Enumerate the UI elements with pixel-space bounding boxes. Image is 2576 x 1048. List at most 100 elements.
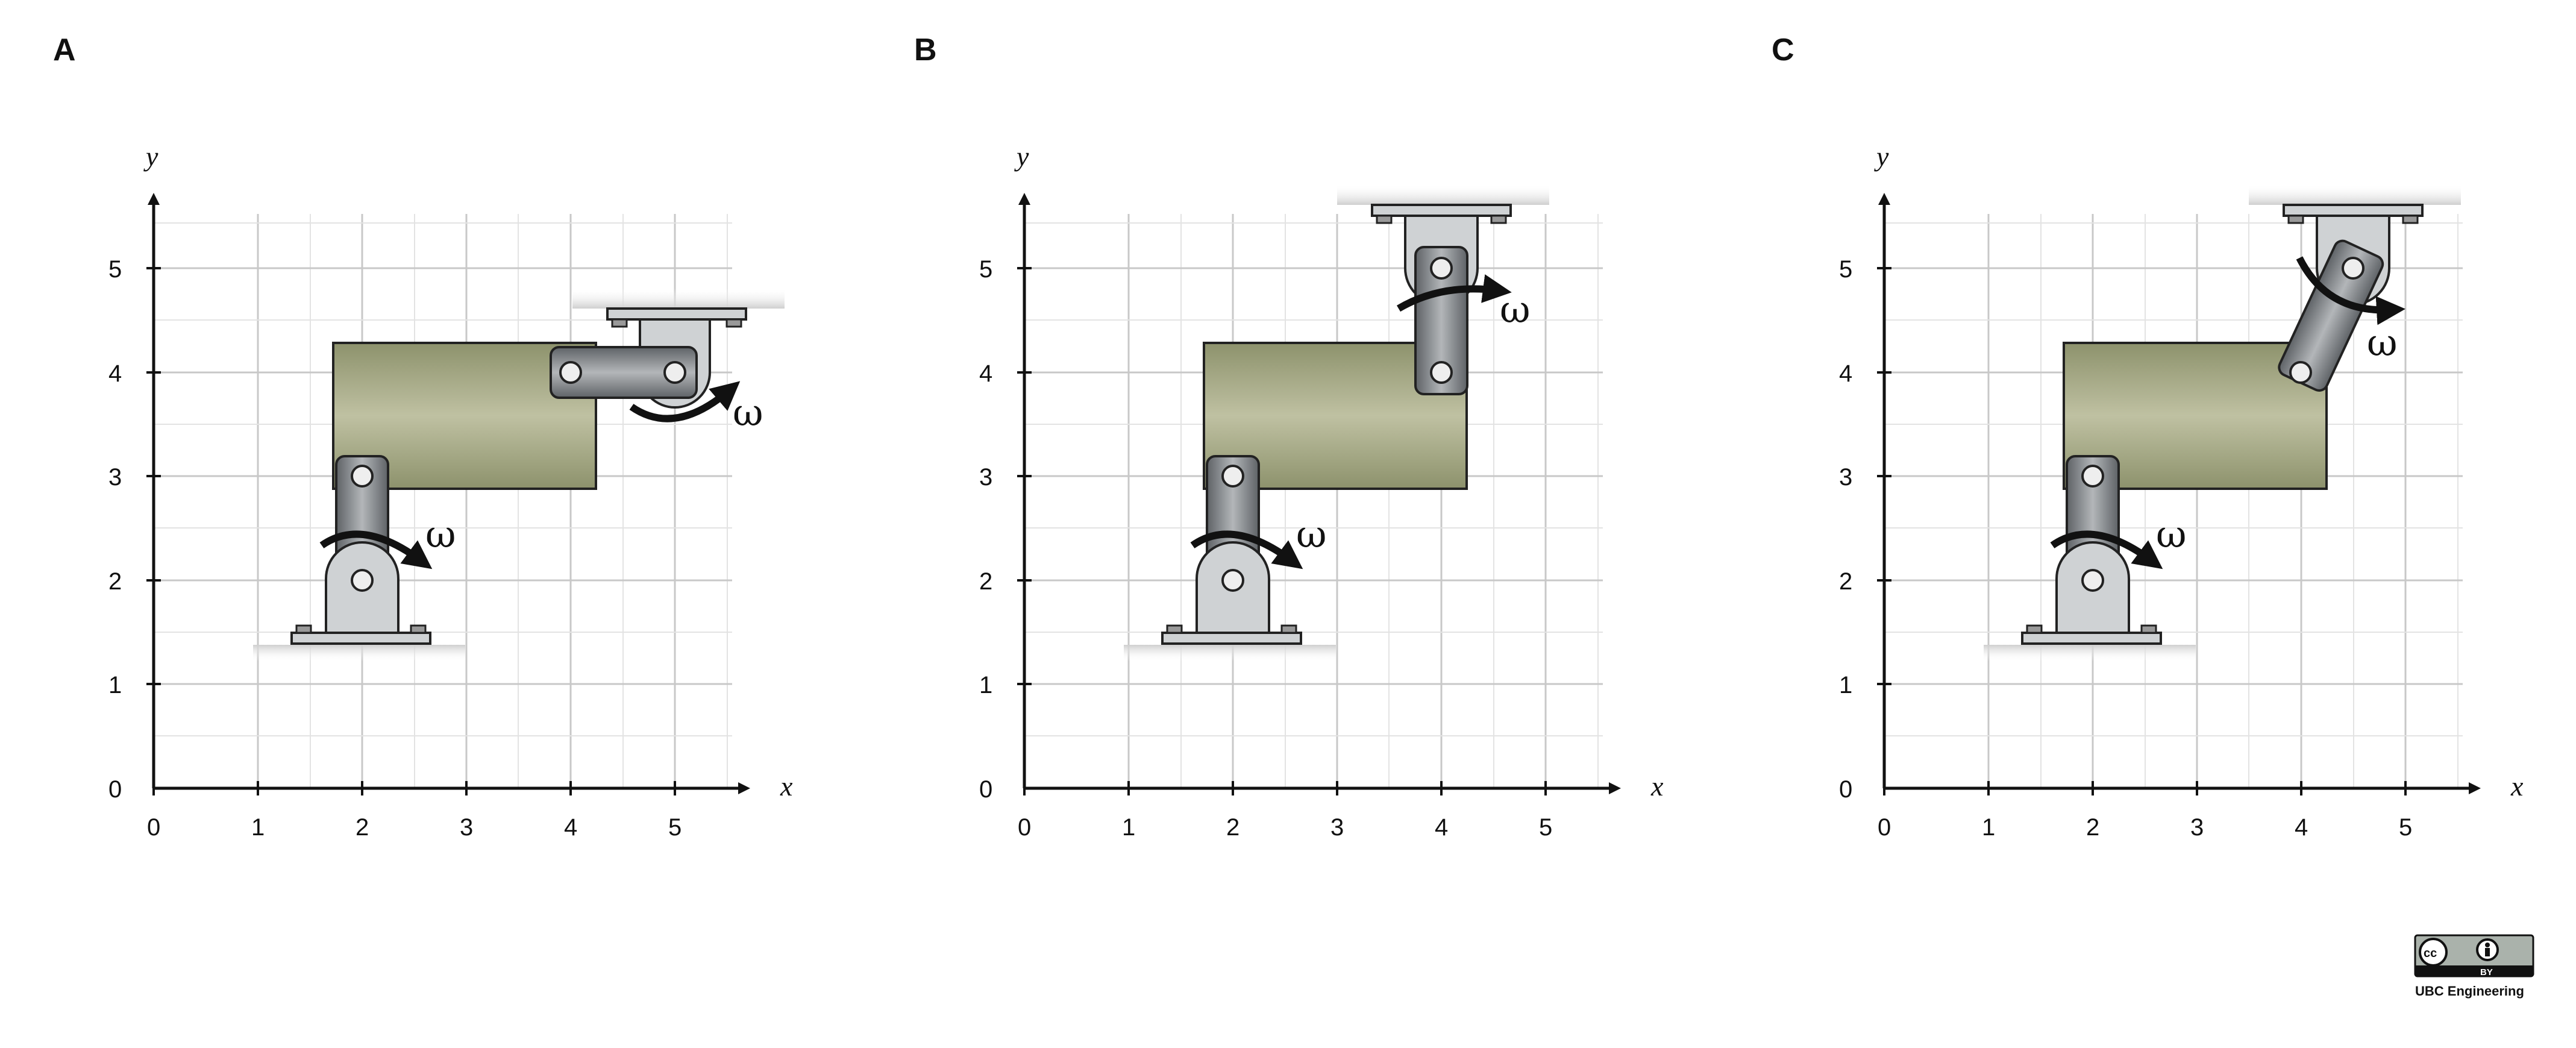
upper-link bbox=[1414, 246, 1468, 395]
panel-a: A x y 0 1 bbox=[53, 33, 793, 841]
x-tick-label: 1 bbox=[1122, 814, 1135, 841]
panel-c: C x y 0 1 2 bbox=[1772, 33, 2524, 841]
bolt-icon bbox=[295, 624, 312, 634]
attribution-icon bbox=[2476, 938, 2499, 961]
y-tick-label: 4 bbox=[1839, 360, 1852, 387]
x-ticks: 0 1 2 3 4 5 bbox=[147, 781, 682, 841]
upper-link bbox=[550, 346, 698, 399]
panel-label: C bbox=[1772, 33, 1794, 67]
organization-credit: UBC Engineering bbox=[2415, 984, 2524, 999]
y-ticks: 0 1 2 3 4 5 bbox=[979, 256, 1032, 803]
rotation-arrow bbox=[2296, 256, 2405, 325]
pin-joint bbox=[2289, 361, 2312, 384]
x-tick-label: 2 bbox=[356, 814, 369, 841]
bolt-icon bbox=[1166, 624, 1183, 634]
panel-label: A bbox=[53, 33, 76, 67]
pin-joint bbox=[559, 361, 582, 384]
y-tick-label: 2 bbox=[979, 568, 992, 595]
y-tick-label: 5 bbox=[979, 256, 992, 283]
y-tick-label: 0 bbox=[108, 776, 122, 803]
cc-badge-text: cc bbox=[2424, 947, 2437, 960]
x-axis-label: x bbox=[780, 771, 793, 802]
x-tick-label: 2 bbox=[1226, 814, 1239, 841]
y-tick-label: 5 bbox=[1839, 256, 1852, 283]
y-tick-label: 3 bbox=[1839, 464, 1852, 491]
bolt-icon bbox=[725, 318, 742, 328]
creative-commons-icon: cc bbox=[2419, 938, 2448, 967]
pin-joint bbox=[351, 465, 374, 488]
grid bbox=[1884, 214, 2463, 788]
ground-shadow bbox=[253, 645, 465, 662]
x-tick-label: 0 bbox=[1878, 814, 1891, 841]
pin-joint bbox=[663, 361, 686, 384]
rotation-arrow bbox=[1396, 274, 1512, 312]
bolt-icon bbox=[410, 624, 427, 634]
x-tick-label: 1 bbox=[251, 814, 265, 841]
y-tick-label: 0 bbox=[1839, 776, 1852, 803]
rotation-arrow bbox=[629, 381, 741, 422]
y-tick-label: 2 bbox=[108, 568, 122, 595]
panel-label: B bbox=[914, 33, 937, 67]
y-tick-label: 3 bbox=[979, 464, 992, 491]
x-tick-label: 3 bbox=[2190, 814, 2204, 841]
pin-joint bbox=[1430, 257, 1453, 280]
y-tick-label: 4 bbox=[108, 360, 122, 387]
pin-joint bbox=[1430, 361, 1453, 384]
bolt-icon bbox=[2287, 215, 2304, 224]
x-tick-label: 5 bbox=[2399, 814, 2412, 841]
pin-joint bbox=[1221, 569, 1244, 592]
rotation-arrow bbox=[1190, 530, 1303, 569]
x-tick-label: 5 bbox=[668, 814, 682, 841]
ground-shadow bbox=[1337, 184, 1549, 205]
x-tick-label: 2 bbox=[2086, 814, 2099, 841]
bolt-icon bbox=[1490, 215, 1507, 224]
pin-joint bbox=[351, 569, 374, 592]
rotation-arrow bbox=[2050, 530, 2163, 569]
x-tick-label: 4 bbox=[2295, 814, 2308, 841]
x-tick-label: 4 bbox=[564, 814, 577, 841]
y-tick-label: 1 bbox=[1839, 672, 1852, 698]
bolt-icon bbox=[2140, 624, 2157, 634]
base-plate bbox=[1371, 204, 1512, 217]
x-tick-label: 3 bbox=[1330, 814, 1344, 841]
y-tick-label: 0 bbox=[979, 776, 992, 803]
y-tick-label: 2 bbox=[1839, 568, 1852, 595]
x-tick-label: 3 bbox=[460, 814, 473, 841]
base-plate bbox=[606, 307, 747, 321]
y-axis-label: y bbox=[1014, 141, 1029, 172]
omega-label: ω bbox=[1500, 287, 1531, 331]
omega-label: ω bbox=[2156, 512, 2187, 556]
bolt-icon bbox=[1376, 215, 1393, 224]
omega-label: ω bbox=[733, 391, 763, 435]
y-axis-label: y bbox=[1874, 141, 1889, 172]
pin-joint bbox=[2342, 257, 2364, 280]
y-tick-label: 1 bbox=[108, 672, 122, 698]
ground-shadow bbox=[2249, 184, 2461, 205]
bolt-icon bbox=[2402, 215, 2419, 224]
base-plate bbox=[1161, 632, 1302, 645]
y-tick-label: 5 bbox=[108, 256, 122, 283]
axes: x y 0 1 2 3 4 5 0 1 2 3 4 bbox=[1839, 141, 2524, 841]
omega-label: ω bbox=[2367, 321, 2398, 365]
y-tick-label: 4 bbox=[979, 360, 992, 387]
pin-joint bbox=[1221, 465, 1244, 488]
y-tick-label: 1 bbox=[979, 672, 992, 698]
y-ticks: 0 1 2 3 4 5 bbox=[108, 256, 161, 803]
bolt-icon bbox=[611, 318, 628, 328]
x-axis-label: x bbox=[2510, 771, 2524, 802]
y-ticks: 0 1 2 3 4 5 bbox=[1839, 256, 1891, 803]
axes: x y 0 1 2 3 4 5 0 1 2 3 4 bbox=[108, 141, 793, 841]
ground-shadow bbox=[1124, 645, 1336, 662]
x-tick-label: 1 bbox=[1982, 814, 1995, 841]
omega-label: ω bbox=[1296, 512, 1327, 556]
base-plate bbox=[2283, 204, 2424, 217]
x-ticks: 0 1 2 3 4 5 bbox=[1018, 781, 1552, 841]
omega-label: ω bbox=[425, 512, 456, 556]
y-tick-label: 3 bbox=[108, 464, 122, 491]
by-badge-text: BY bbox=[2480, 967, 2493, 977]
axes: x y 0 1 2 3 4 5 0 1 2 3 4 bbox=[979, 141, 1664, 841]
license-badge: cc BY UBC Engineering bbox=[2414, 934, 2534, 999]
x-tick-label: 0 bbox=[1018, 814, 1031, 841]
x-tick-label: 0 bbox=[147, 814, 160, 841]
